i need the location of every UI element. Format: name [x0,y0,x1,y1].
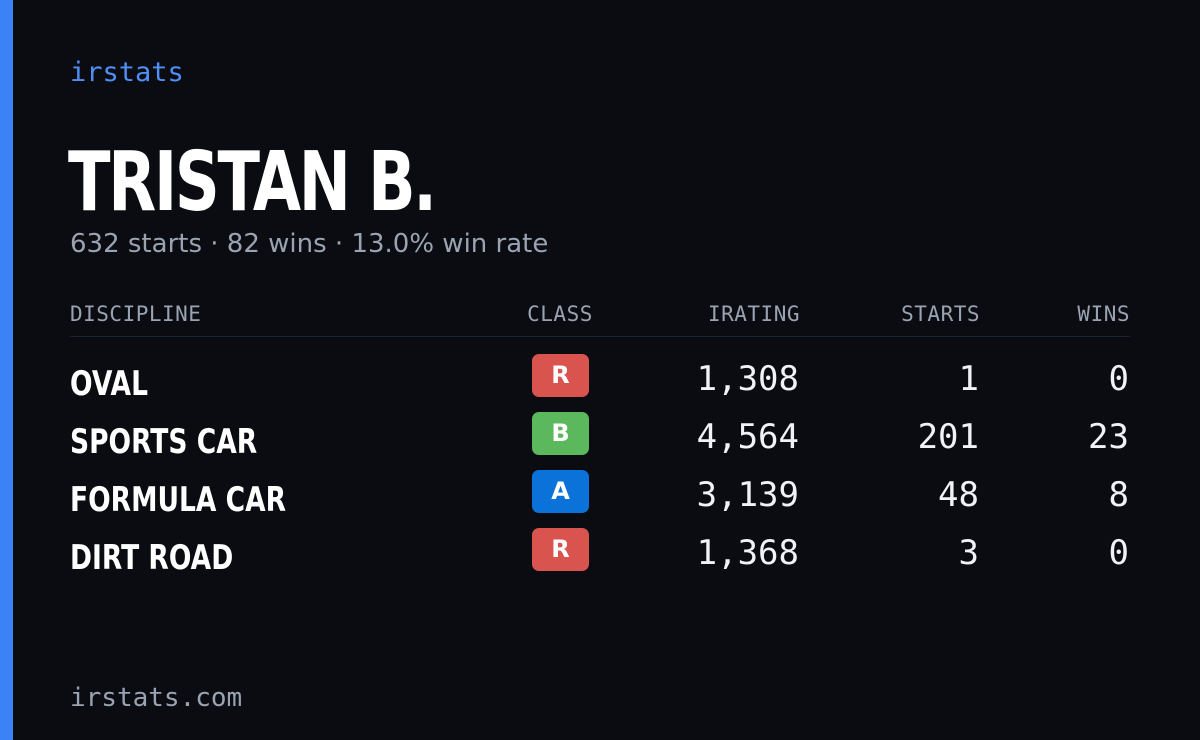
wins-value: 8 [1108,475,1129,515]
class-badge: R [532,528,589,571]
starts-value: 48 [938,475,979,515]
footer-url: irstats.com [70,683,243,713]
class-badge: B [532,412,589,455]
table-row: SPORTS CAR B 4,564 201 23 [0,410,1200,468]
starts-value: 1 [958,359,979,399]
wins-value: 0 [1108,359,1129,399]
discipline-name: FORMULA CAR [70,480,287,520]
class-badge: R [532,354,589,397]
discipline-name: OVAL [70,364,148,404]
column-header-starts: STARTS [901,302,980,326]
column-header-irating: IRATING [707,302,800,326]
starts-value: 3 [958,533,979,573]
accent-bar [0,0,13,740]
driver-name: TRISTAN B. [68,135,437,230]
irating-value: 1,368 [696,533,799,573]
column-header-class: CLASS [527,302,593,326]
wins-value: 0 [1108,533,1129,573]
column-header-wins: WINS [1077,302,1130,326]
table-row: OVAL R 1,308 1 0 [0,352,1200,410]
irating-value: 3,139 [696,475,799,515]
starts-value: 201 [917,417,979,457]
discipline-name: DIRT ROAD [70,538,234,578]
table-row: FORMULA CAR A 3,139 48 8 [0,468,1200,526]
irating-value: 1,308 [696,359,799,399]
class-badge: A [532,470,589,513]
column-header-discipline: DISCIPLINE [70,302,202,326]
table-row: DIRT ROAD R 1,368 3 0 [0,526,1200,584]
brand-logo-text: irstats [70,57,184,88]
wins-value: 23 [1088,417,1129,457]
driver-summary: 632 starts · 82 wins · 13.0% win rate [70,229,549,259]
irating-value: 4,564 [696,417,799,457]
header-divider [70,336,1130,337]
discipline-name: SPORTS CAR [70,422,258,462]
